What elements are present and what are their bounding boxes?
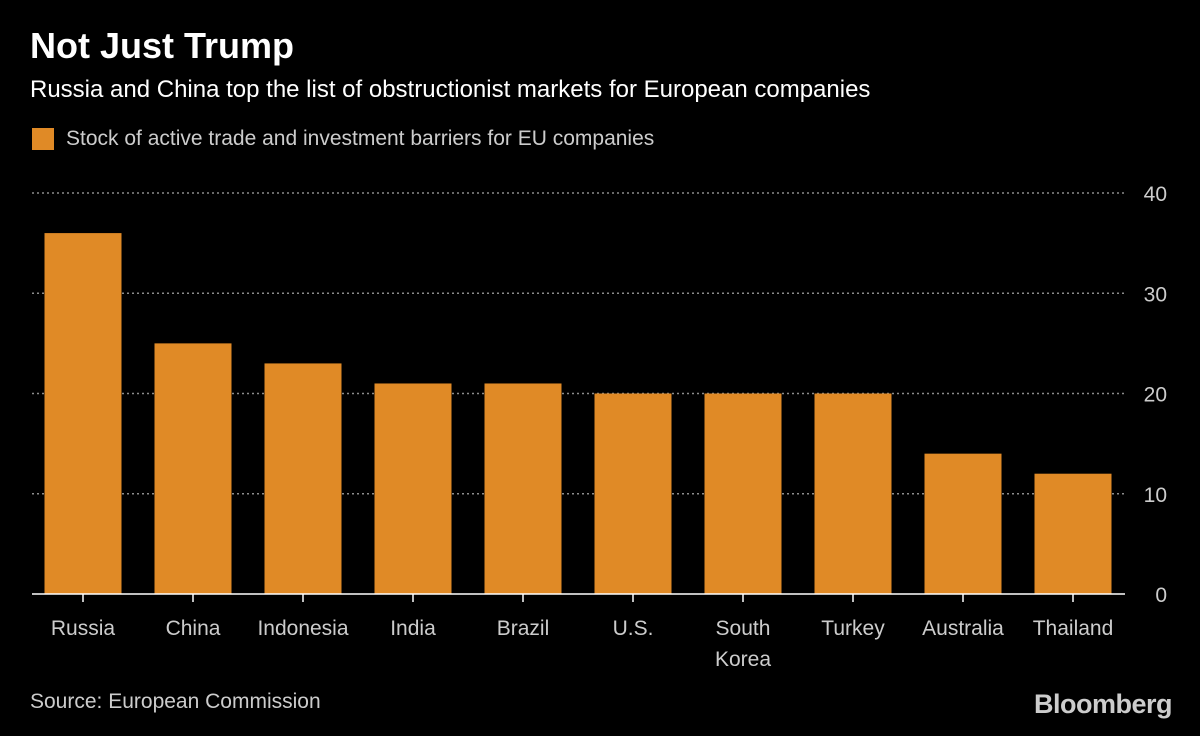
bar (44, 233, 122, 594)
legend: Stock of active trade and investment bar… (32, 127, 654, 151)
legend-label: Stock of active trade and investment bar… (66, 127, 655, 150)
y-tick-label: 10 (1144, 484, 1167, 507)
bar (594, 393, 672, 594)
bar (704, 393, 782, 594)
bar (374, 383, 452, 594)
y-tick-label: 30 (1144, 283, 1167, 306)
x-tick-label: Russia (51, 617, 116, 640)
source-note: Source: European Commission (30, 690, 321, 713)
chart-title: Not Just Trump (30, 25, 295, 66)
x-tick-label: Australia (922, 617, 1004, 640)
x-tick-label: Indonesia (257, 617, 348, 640)
x-tick-label: Thailand (1033, 617, 1114, 640)
bar (1034, 473, 1112, 594)
y-tick-label: 0 (1155, 584, 1167, 607)
x-tick-label: U.S. (613, 617, 654, 640)
bar (924, 453, 1002, 594)
x-tick-label: China (166, 617, 221, 640)
x-tick-label: Brazil (497, 617, 550, 640)
bar (154, 343, 232, 594)
x-tick-label: Korea (715, 648, 771, 671)
bar (484, 383, 562, 594)
bloomberg-logo: Bloomberg (1033, 689, 1173, 719)
bar (814, 393, 892, 594)
chart-subtitle: Russia and China top the list of obstruc… (30, 76, 871, 103)
y-tick-label: 20 (1144, 384, 1167, 407)
x-tick-label: South (716, 617, 771, 640)
x-tick-label: Turkey (821, 617, 885, 640)
bar (264, 363, 342, 594)
y-tick-label: 40 (1144, 183, 1167, 206)
legend-swatch (32, 128, 54, 150)
x-tick-label: India (390, 617, 436, 640)
